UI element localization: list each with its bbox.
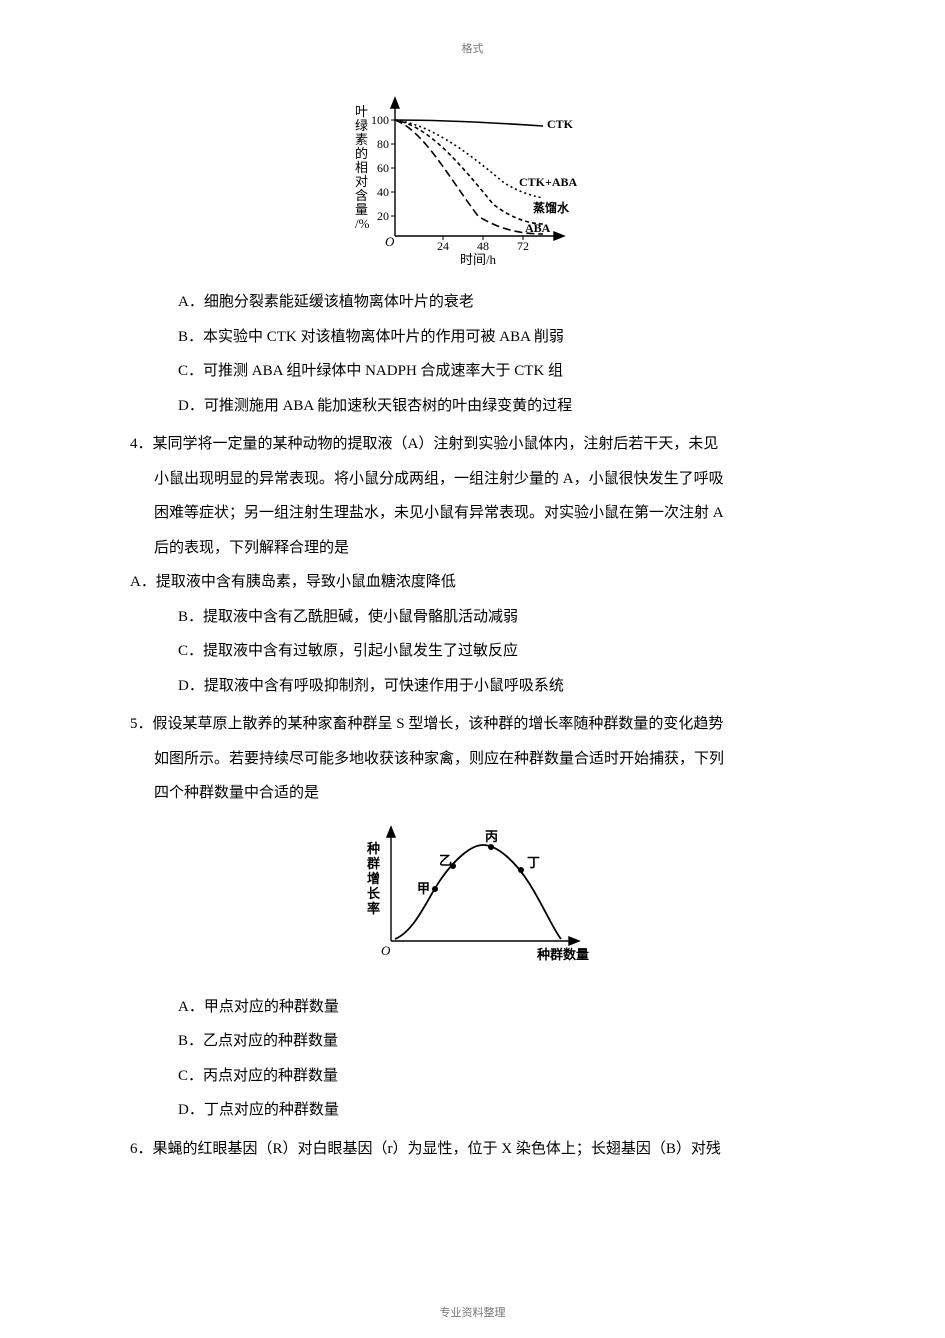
chart1-ylabel: 叶 绿 素 的 相 对 含 量 /% xyxy=(355,104,371,231)
q3-option-a: A．细胞分裂素能延缓该植物离体叶片的衰老 xyxy=(130,285,815,320)
page-header: 格式 xyxy=(130,40,815,56)
q4-line2: 小鼠出现明显的异常表现。将小鼠分成两组，一组注射少量的 A，小鼠很快发生了呼吸 xyxy=(130,462,815,497)
chart1-ytick-40: 40 xyxy=(377,185,389,199)
chart2-label-yi: 乙 xyxy=(439,853,452,868)
chart2-label-ding: 丁 xyxy=(527,855,540,870)
q3-option-d: D．可推测施用 ABA 能加速秋天银杏树的叶由绿变黄的过程 xyxy=(130,389,815,424)
chart1-label-ctkaba: CTK+ABA xyxy=(519,175,578,189)
q4-text1: 某同学将一定量的某种动物的提取液（A）注射到实验小鼠体内，注射后若干天，未见 xyxy=(153,436,719,452)
q6-number: 6． xyxy=(130,1141,153,1157)
chart1-line-ctk xyxy=(395,120,543,126)
chart1-xtick-24: 24 xyxy=(437,239,449,253)
q4-line1: 4．某同学将一定量的某种动物的提取液（A）注射到实验小鼠体内，注射后若干天，未见 xyxy=(130,427,815,462)
q3-option-b: B．本实验中 CTK 对该植物离体叶片的作用可被 ABA 削弱 xyxy=(130,320,815,355)
q3-option-c: C．可推测 ABA 组叶绿体中 NADPH 合成速率大于 CTK 组 xyxy=(130,354,815,389)
q5-option-b: B．乙点对应的种群数量 xyxy=(130,1024,815,1059)
q4-number: 4． xyxy=(130,436,153,452)
chart2-label-jia: 甲 xyxy=(417,881,430,896)
q5-line3: 四个种群数量中合适的是 xyxy=(130,776,815,811)
chart2-label-bing: 丙 xyxy=(485,829,498,844)
q4-option-a: A．提取液中含有胰岛素，导致小鼠血糖浓度降低 xyxy=(130,565,815,600)
chart1-origin: O xyxy=(385,234,395,249)
chart1-label-ctk: CTK xyxy=(547,117,574,131)
q6-line1: 6．果蝇的红眼基因（R）对白眼基因（r）为显性，位于 X 染色体上；长翅基因（B… xyxy=(130,1132,815,1167)
q4-option-d: D．提取液中含有呼吸抑制剂，可快速作用于小鼠呼吸系统 xyxy=(130,669,815,704)
chart1-xtick-72: 72 xyxy=(517,239,529,253)
chart1-ytick-60: 60 xyxy=(377,161,389,175)
page: 格式 100 80 60 40 20 xyxy=(0,0,945,1338)
q5-number: 5． xyxy=(130,716,153,732)
q5-option-a: A．甲点对应的种群数量 xyxy=(130,990,815,1025)
q4-line4: 后的表现，下列解释合理的是 xyxy=(130,531,815,566)
q5-text1: 假设某草原上散养的某种家畜种群呈 S 型增长，该种群的增长率随种群数量的变化趋势 xyxy=(153,716,724,732)
chart2-origin: O xyxy=(381,943,391,958)
chart2-point-ding xyxy=(518,867,524,873)
chart1-ytick-100: 100 xyxy=(371,113,389,127)
q4-line3: 困难等症状；另一组注射生理盐水，未见小鼠有异常表现。对实验小鼠在第一次注射 A xyxy=(130,496,815,531)
chart1-label-water: 蒸馏水 xyxy=(533,200,570,215)
q5-option-d: D．丁点对应的种群数量 xyxy=(130,1093,815,1128)
chart1-ytick-80: 80 xyxy=(377,137,389,151)
chart-chlorophyll: 100 80 60 40 20 24 48 72 xyxy=(130,86,815,271)
chart1-svg: 100 80 60 40 20 24 48 72 xyxy=(333,86,613,266)
chart2-point-jia xyxy=(432,886,438,892)
chart1-xtick-48: 48 xyxy=(477,239,489,253)
chart1-xlabel: 时间/h xyxy=(459,252,496,266)
q4-option-c: C．提取液中含有过敏原，引起小鼠发生了过敏反应 xyxy=(130,634,815,669)
chart-population: 种 群 增 长 率 种群数量 O 甲 乙 丙 丁 xyxy=(130,821,815,976)
q4-option-b: B．提取液中含有乙酰胆碱，使小鼠骨骼肌活动减弱 xyxy=(130,600,815,635)
q6-text: 果蝇的红眼基因（R）对白眼基因（r）为显性，位于 X 染色体上；长翅基因（B）对… xyxy=(153,1141,721,1157)
chart1-ytick-20: 20 xyxy=(377,209,389,223)
page-footer: 专业资料整理 xyxy=(0,1304,945,1320)
chart1-label-aba: ABA xyxy=(525,221,551,235)
q5-line2: 如图所示。若要持续尽可能多地收获该种家禽，则应在种群数量合适时开始捕获，下列 xyxy=(130,742,815,777)
q5-option-c: C．丙点对应的种群数量 xyxy=(130,1059,815,1094)
q5-line1: 5．假设某草原上散养的某种家畜种群呈 S 型增长，该种群的增长率随种群数量的变化… xyxy=(130,707,815,742)
chart2-svg: 种 群 增 长 率 种群数量 O 甲 乙 丙 丁 xyxy=(343,821,603,971)
q4: 4．某同学将一定量的某种动物的提取液（A）注射到实验小鼠体内，注射后若干天，未见… xyxy=(130,427,815,703)
q5: 5．假设某草原上散养的某种家畜种群呈 S 型增长，该种群的增长率随种群数量的变化… xyxy=(130,707,815,811)
chart2-ylabel: 种 群 增 长 率 xyxy=(366,841,383,916)
chart2-xlabel: 种群数量 xyxy=(536,947,589,962)
q6: 6．果蝇的红眼基因（R）对白眼基因（r）为显性，位于 X 染色体上；长翅基因（B… xyxy=(130,1132,815,1167)
chart2-point-bing xyxy=(488,844,494,850)
